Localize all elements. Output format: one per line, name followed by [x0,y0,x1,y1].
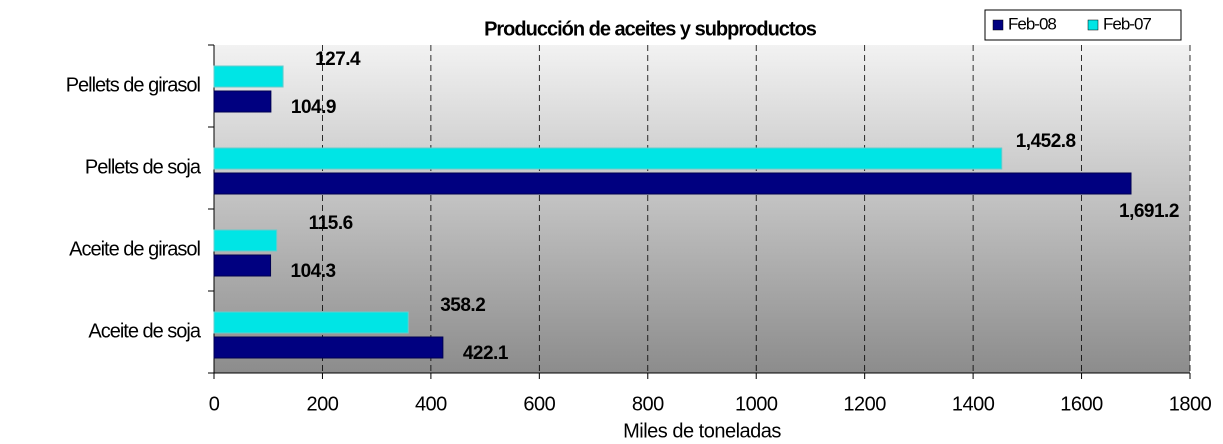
x-tick-label: 0 [209,393,220,415]
value-label: 104.3 [291,261,336,282]
legend [984,9,1182,41]
value-label: 1,691.2 [1119,201,1179,222]
bar [213,147,1003,170]
bar [213,336,444,359]
y-tick-label: Aceite de girasol [69,238,200,260]
value-label: 127.4 [315,49,361,70]
bar [213,254,272,277]
chart-title: Producción de aceites y subproductos [484,18,817,40]
legend-swatch [1087,19,1099,31]
x-tick-label: 1800 [1169,393,1212,415]
x-tick-label: 1200 [843,393,886,415]
x-tick-label: 1600 [1060,393,1103,415]
value-label: 1,452.8 [1016,131,1076,152]
legend-swatch [992,19,1004,31]
y-tick-label: Pellets de girasol [66,74,201,96]
value-label: 104.9 [291,97,336,118]
legend-label: Feb-08 [1008,14,1056,33]
y-tick-label: Pellets de soja [85,156,202,178]
bar [213,65,284,88]
x-tick-label: 1000 [735,393,778,415]
x-axis-title: Miles de toneladas [623,420,781,442]
x-tick-label: 600 [523,393,555,415]
bar [213,172,1132,195]
x-tick-label: 800 [632,393,664,415]
x-tick-label: 200 [307,393,339,415]
value-label: 422.1 [463,343,509,364]
value-label: 358.2 [440,295,485,316]
x-tick-label: 1400 [952,393,995,415]
y-tick-label: Aceite de soja [88,320,202,342]
bar [213,311,409,334]
legend-label: Feb-07 [1103,14,1151,33]
bar [213,90,272,113]
bar [213,229,278,252]
value-label: 115.6 [309,213,353,234]
x-tick-label: 400 [415,393,447,415]
